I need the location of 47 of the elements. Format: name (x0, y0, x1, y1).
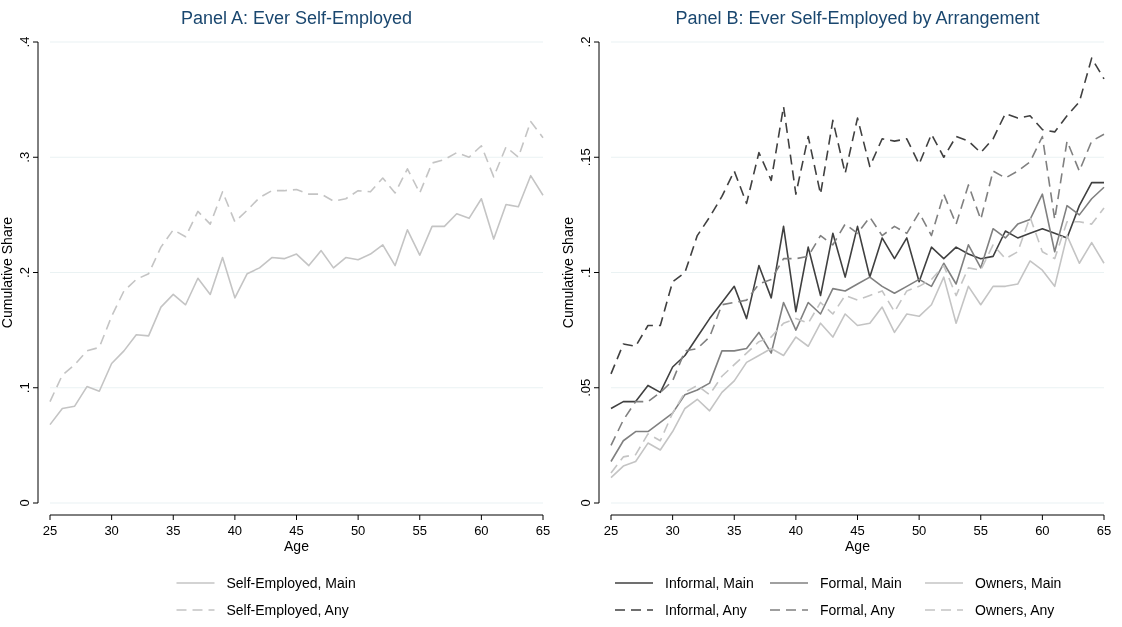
x-tick-label: 30 (104, 523, 119, 538)
x-tick-label: 55 (412, 523, 427, 538)
x-tick-label: 65 (535, 523, 551, 538)
legend-label: Self-Employed, Main (226, 575, 356, 591)
legend-label: Owners, Any (975, 602, 1055, 618)
x-tick-label: 50 (911, 523, 927, 538)
y-axis-title: Cumulative Share (0, 216, 15, 329)
y-tick-label: .1 (17, 382, 32, 394)
y-tick-label: .15 (578, 148, 593, 167)
x-tick-label: 45 (850, 523, 865, 538)
line-series (610, 133, 1105, 447)
y-tick-label: .1 (578, 267, 593, 278)
chart-title: Panel A: Ever Self-Employed (180, 8, 413, 28)
x-tick-label: 30 (665, 523, 680, 538)
x-tick-label: 60 (474, 523, 489, 538)
x-tick-label: 25 (42, 523, 58, 538)
x-tick-label: 25 (603, 523, 619, 538)
x-tick-label: 35 (727, 523, 742, 538)
legend-label: Informal, Main (665, 575, 754, 591)
y-tick-label: 0 (17, 499, 32, 507)
legend-label: Formal, Any (820, 602, 895, 618)
line-series (49, 174, 544, 426)
x-tick-label: 55 (973, 523, 988, 538)
x-axis-title: Age (284, 538, 310, 554)
x-tick-label: 40 (788, 523, 804, 538)
y-axis-title: Cumulative Share (560, 216, 576, 329)
y-tick-label: .3 (17, 151, 32, 163)
legend-label: Self-Employed, Any (226, 602, 349, 618)
legend-label: Owners, Main (975, 575, 1062, 591)
x-tick-label: 40 (227, 523, 243, 538)
x-tick-label: 35 (166, 523, 181, 538)
x-tick-label: 65 (1096, 523, 1112, 538)
x-tick-label: 50 (350, 523, 366, 538)
y-tick-label: .4 (17, 36, 32, 48)
chart-title: Panel B: Ever Self-Employed by Arrangement (675, 8, 1040, 28)
line-series (610, 181, 1105, 410)
legend-label: Formal, Main (820, 575, 902, 591)
x-tick-label: 45 (289, 523, 304, 538)
x-tick-label: 60 (1035, 523, 1050, 538)
y-tick-label: .2 (17, 267, 32, 278)
legend-label: Informal, Any (665, 602, 747, 618)
y-tick-label: .05 (578, 378, 593, 397)
line-series (610, 57, 1105, 375)
x-axis-title: Age (845, 538, 871, 554)
y-tick-label: 0 (578, 499, 593, 507)
y-tick-label: .2 (578, 36, 593, 48)
line-series (49, 120, 544, 403)
